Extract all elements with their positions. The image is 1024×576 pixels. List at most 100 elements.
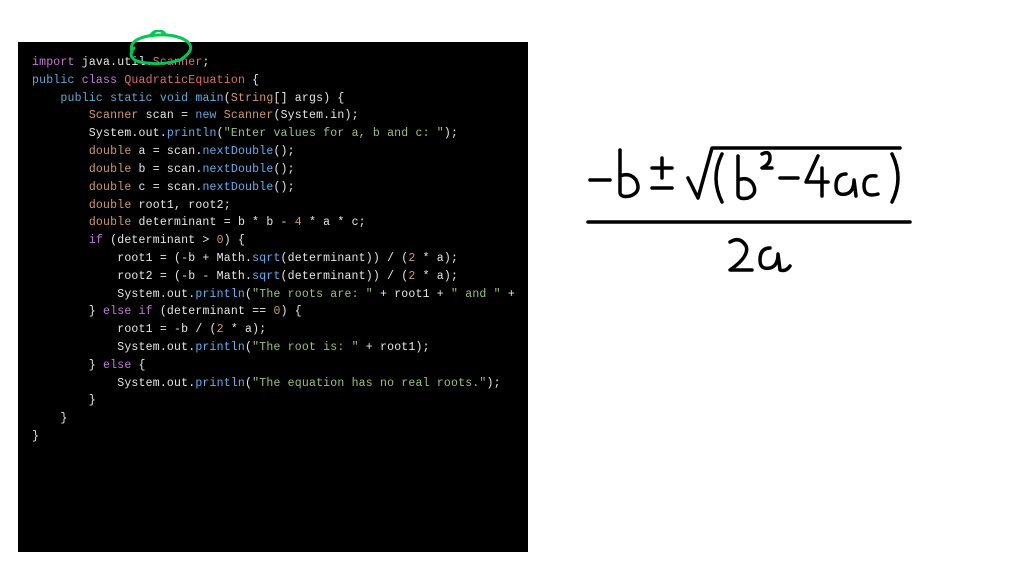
code-token: "The roots are: " — [252, 288, 373, 301]
code-token: public — [32, 74, 82, 87]
code-token: root2 = (-b - Math. — [32, 270, 252, 283]
code-line: } else if (determinant == 0) { — [32, 303, 514, 321]
code-token: "Enter values for a, b and c: " — [224, 127, 444, 140]
code-token: double — [89, 216, 132, 229]
code-line: System.out.println("Enter values for a, … — [32, 125, 514, 143]
code-line: } else { — [32, 357, 514, 375]
code-line: double determinant = b * b - 4 * a * c; — [32, 214, 514, 232]
code-token: + root1 + — [373, 288, 451, 301]
code-token: else if — [103, 305, 153, 318]
code-token: } — [32, 305, 103, 318]
code-token: [] args) { — [273, 92, 344, 105]
code-token: * a); — [224, 323, 267, 336]
code-token: else — [103, 359, 131, 372]
code-token: root1 = -b / ( — [32, 323, 217, 336]
code-token: c = scan. — [131, 181, 202, 194]
code-line: double a = scan.nextDouble(); — [32, 143, 514, 161]
code-token: System.out. — [32, 288, 195, 301]
code-line: public class QuadraticEquation { — [32, 72, 514, 90]
code-token: 2 — [217, 323, 224, 336]
code-token — [32, 234, 89, 247]
code-token — [32, 181, 89, 194]
code-token: (); — [273, 181, 294, 194]
code-token: * a * c; — [302, 216, 366, 229]
code-line: System.out.println("The root is: " + roo… — [32, 339, 514, 357]
code-token: } — [32, 394, 96, 407]
code-token: { — [245, 74, 259, 87]
code-line: double b = scan.nextDouble(); — [32, 161, 514, 179]
code-token: nextDouble — [202, 163, 273, 176]
code-token: if — [89, 234, 103, 247]
code-token: * a); — [415, 252, 458, 265]
code-line: import java.util.Scanner; — [32, 54, 514, 72]
code-token: ( — [217, 127, 224, 140]
code-token: double — [89, 181, 132, 194]
code-token: root1 = (-b + Math. — [32, 252, 252, 265]
code-token: System.out. — [32, 377, 195, 390]
code-token: System.out. — [32, 127, 167, 140]
code-line: } — [32, 410, 514, 428]
quadratic-formula-handwritten — [580, 130, 960, 310]
code-token: } — [32, 430, 39, 443]
code-token: ; — [202, 56, 209, 69]
code-token: { — [131, 359, 145, 372]
code-line: if (determinant > 0) { — [32, 232, 514, 250]
code-token: + — [501, 288, 515, 301]
code-token: * a); — [415, 270, 458, 283]
code-token: } — [32, 412, 68, 425]
code-token: (); — [273, 145, 294, 158]
code-line: double root1, root2; — [32, 197, 514, 215]
code-token: + root1); — [359, 341, 430, 354]
code-token: class — [82, 74, 125, 87]
code-token: (determinant == — [153, 305, 274, 318]
code-token: scan = — [139, 109, 196, 122]
code-token — [32, 109, 89, 122]
code-token: (); — [273, 163, 294, 176]
code-line: Scanner scan = new Scanner(System.in); — [32, 107, 514, 125]
code-token: nextDouble — [202, 145, 273, 158]
code-token: println — [195, 377, 245, 390]
code-token: double — [89, 145, 132, 158]
code-token: (determinant > — [103, 234, 217, 247]
code-token: ) { — [224, 234, 245, 247]
code-token: " and " — [451, 288, 501, 301]
code-token — [32, 199, 89, 212]
code-token: println — [167, 127, 217, 140]
code-token: double — [89, 199, 132, 212]
code-token: (determinant)) / ( — [281, 270, 409, 283]
code-token: double — [89, 163, 132, 176]
code-line: public static void main(String[] args) { — [32, 90, 514, 108]
code-token: String — [231, 92, 274, 105]
code-token: static — [110, 92, 160, 105]
code-token: b = scan. — [131, 163, 202, 176]
code-token: ( — [224, 92, 231, 105]
code-token: main — [195, 92, 223, 105]
code-token: ) { — [281, 305, 302, 318]
code-token — [32, 145, 89, 158]
code-token: println — [195, 341, 245, 354]
code-token — [32, 92, 60, 105]
code-token: Scanner — [224, 109, 274, 122]
code-token: nextDouble — [202, 181, 273, 194]
code-editor: import java.util.Scanner;public class Qu… — [18, 42, 528, 552]
code-line: System.out.println("The roots are: " + r… — [32, 286, 514, 304]
code-line: } — [32, 428, 514, 446]
code-token — [32, 216, 89, 229]
code-token: sqrt — [252, 252, 280, 265]
code-token: sqrt — [252, 270, 280, 283]
code-token: } — [32, 359, 103, 372]
code-token: 0 — [217, 234, 224, 247]
code-token: ); — [444, 127, 458, 140]
code-token: println — [195, 288, 245, 301]
code-token: "The root is: " — [252, 341, 359, 354]
code-token: public — [60, 92, 110, 105]
code-token: ); — [487, 377, 501, 390]
code-token: new — [195, 109, 223, 122]
code-line: root1 = (-b + Math.sqrt(determinant)) / … — [32, 250, 514, 268]
code-token — [32, 163, 89, 176]
code-token: root1, root2; — [131, 199, 230, 212]
code-token: 0 — [273, 305, 280, 318]
code-token: void — [160, 92, 196, 105]
code-token: System.out. — [32, 341, 195, 354]
code-line: root2 = (-b - Math.sqrt(determinant)) / … — [32, 268, 514, 286]
